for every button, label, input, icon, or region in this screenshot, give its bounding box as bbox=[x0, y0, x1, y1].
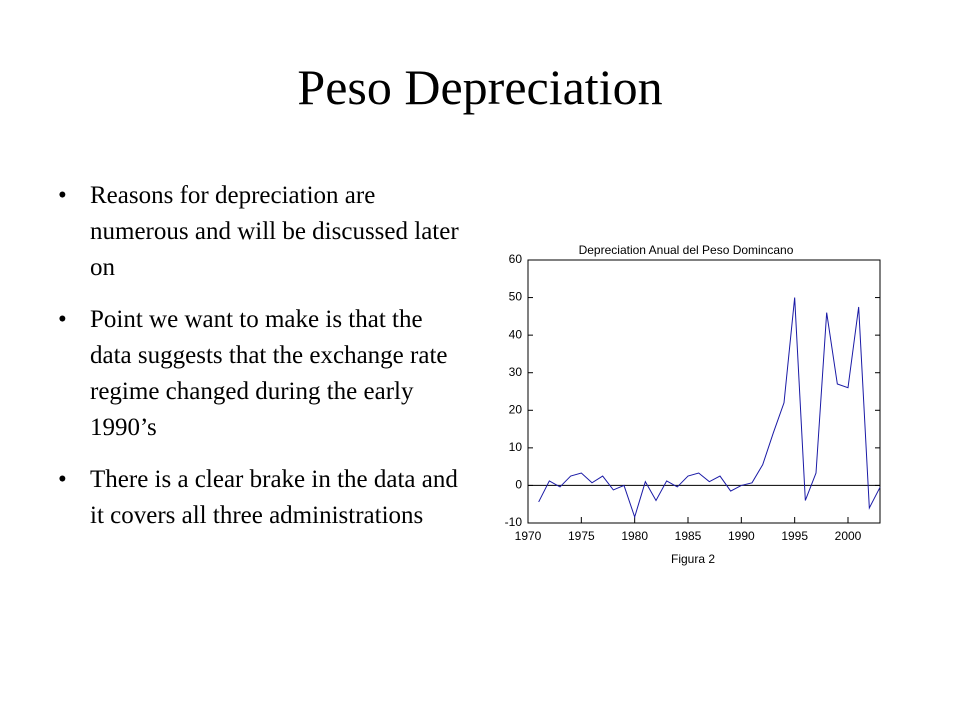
y-tick-label: 20 bbox=[509, 402, 523, 416]
slide-title: Peso Depreciation bbox=[297, 59, 663, 115]
y-tick-label: 30 bbox=[509, 365, 523, 379]
x-tick-label: 1975 bbox=[568, 529, 595, 543]
x-tick-label: 1985 bbox=[675, 529, 702, 543]
x-tick-label: 1970 bbox=[515, 529, 542, 543]
x-tick-label: 1980 bbox=[621, 529, 648, 543]
bullet: Reasons for depreciation are numerous an… bbox=[58, 178, 468, 286]
x-tick-label: 1990 bbox=[728, 529, 755, 543]
y-tick-label: -10 bbox=[505, 515, 523, 529]
x-tick-label: 2000 bbox=[835, 529, 862, 543]
y-tick-label: 60 bbox=[509, 252, 523, 266]
y-tick-label: 50 bbox=[509, 290, 523, 304]
bullet: There is a clear brake in the data and i… bbox=[58, 462, 468, 534]
x-axis-label: Figura 2 bbox=[671, 552, 715, 566]
data-line bbox=[538, 297, 881, 519]
y-tick-label: 40 bbox=[509, 327, 523, 341]
bullet: Point we want to make is that the data s… bbox=[58, 302, 468, 446]
y-tick-label: 0 bbox=[515, 478, 522, 492]
chart-title: Depreciation Anual del Peso Domincano bbox=[579, 243, 794, 257]
x-tick-label: 1995 bbox=[781, 529, 808, 543]
bullet-list: Reasons for depreciation are numerous an… bbox=[58, 178, 468, 550]
plot-frame bbox=[527, 259, 881, 524]
y-tick-label: 10 bbox=[509, 440, 523, 454]
